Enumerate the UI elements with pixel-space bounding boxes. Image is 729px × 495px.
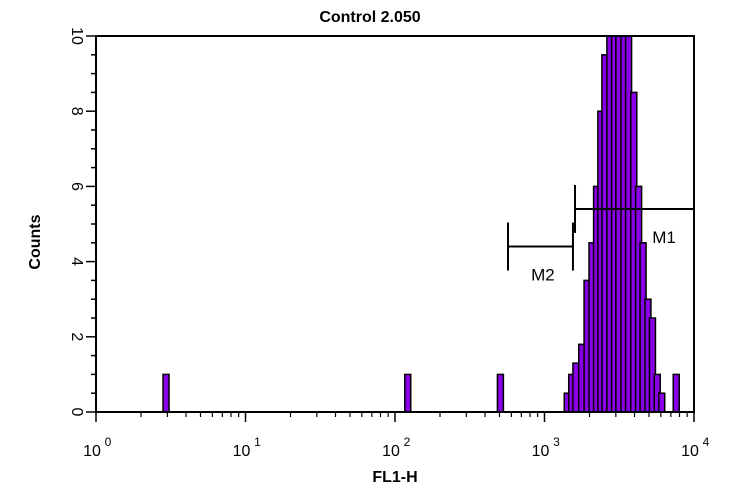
gate-markers: M1 M2 (507, 184, 695, 285)
y-tick-label: 8 (68, 107, 85, 116)
x-tick-exponent: 0 (105, 435, 112, 449)
x-tick-exponent: 4 (703, 435, 710, 449)
gate-marker-m1: M1 (574, 184, 695, 247)
y-tick-label: 6 (68, 182, 85, 191)
x-tick-exponent: 2 (404, 435, 411, 449)
histogram-bins (162, 35, 680, 413)
x-tick-label: 10 (233, 443, 251, 460)
y-axis-ticks: 0 2 4 6 8 10 (68, 27, 96, 417)
histogram-bin (403, 373, 412, 413)
x-axis-label: FL1-H (372, 469, 417, 486)
y-axis-label: Counts (27, 214, 44, 269)
marker-label: M1 (652, 228, 676, 247)
marker-label: M2 (531, 266, 555, 285)
x-tick-label: 10 (681, 443, 699, 460)
x-tick-label: 10 (382, 443, 400, 460)
x-tick-exponent: 3 (553, 435, 560, 449)
histogram-bin (672, 373, 680, 413)
histogram-bin (162, 373, 170, 413)
y-tick-label: 4 (68, 257, 85, 266)
y-tick-label: 2 (68, 332, 85, 341)
histogram-bin (496, 373, 505, 413)
y-tick-label: 0 (68, 408, 85, 417)
x-tick-exponent: 1 (254, 435, 261, 449)
y-tick-label: 10 (68, 27, 85, 45)
x-tick-label: 10 (83, 443, 101, 460)
chart-title: Control 2.050 (319, 9, 420, 26)
gate-marker-m2: M2 (507, 222, 574, 285)
histogram-bin (657, 392, 666, 413)
x-tick-label: 10 (532, 443, 550, 460)
